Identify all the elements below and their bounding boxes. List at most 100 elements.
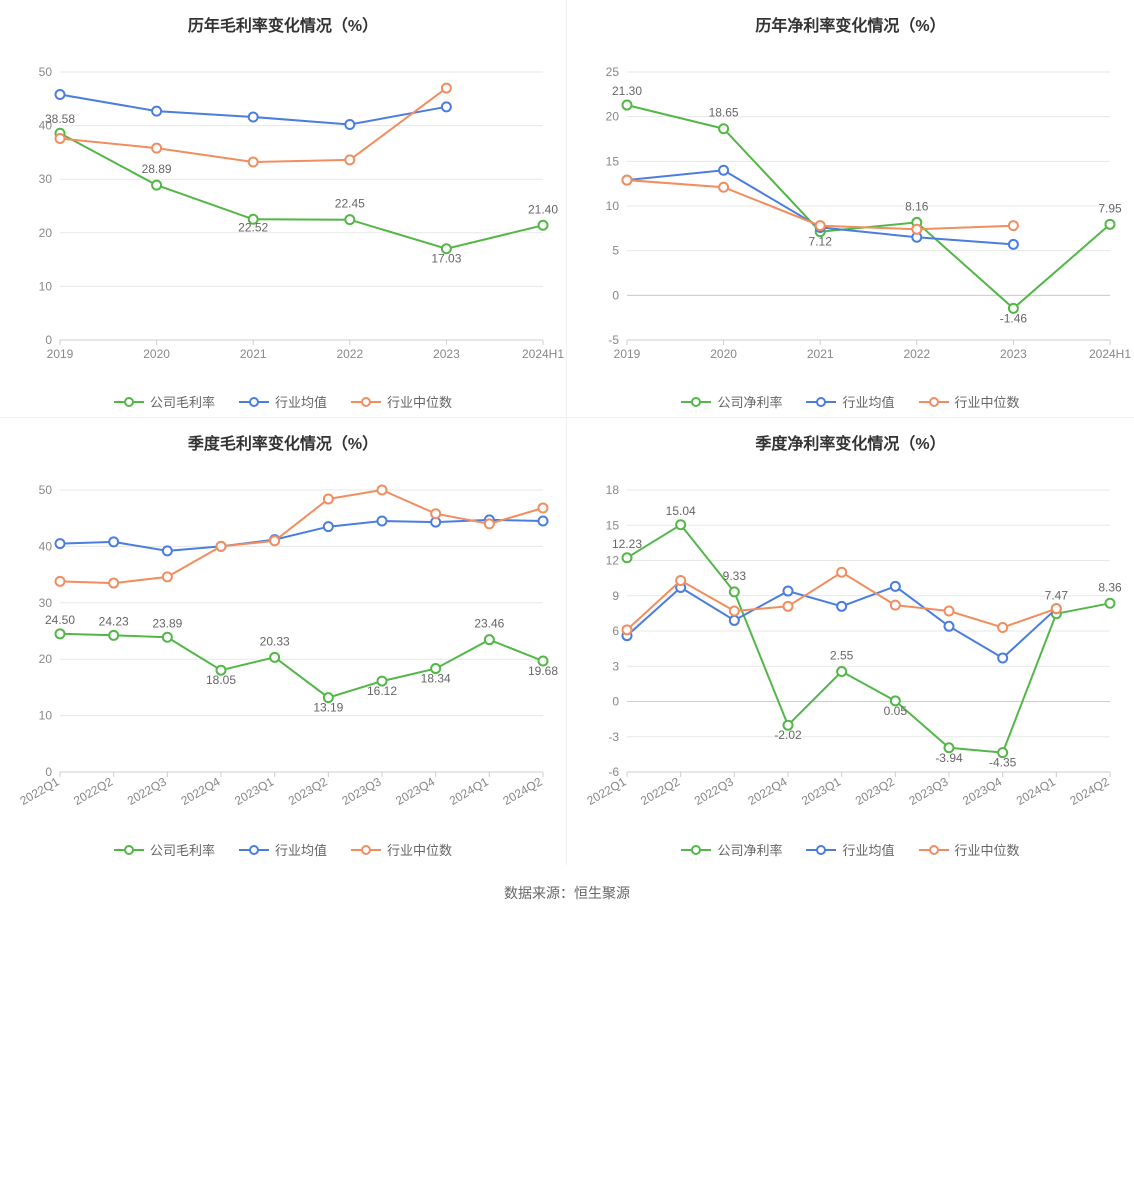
x-tick-label: 2022Q3 (125, 774, 169, 808)
data-point (324, 693, 333, 702)
point-label: 7.95 (1098, 201, 1122, 215)
x-tick-label: 2020 (710, 347, 737, 361)
series-line-company (60, 634, 543, 698)
data-point (784, 587, 793, 596)
legend: 公司毛利率行业均值行业中位数 (6, 392, 560, 411)
legend-label: 行业均值 (842, 392, 894, 411)
legend-item: 行业中位数 (919, 392, 1020, 411)
legend-swatch (351, 843, 381, 857)
x-tick-label: 2024Q1 (1014, 774, 1058, 808)
legend-item: 公司净利率 (681, 392, 782, 411)
x-tick-label: 2021 (807, 347, 834, 361)
panel-quarterly-gross: 季度毛利率变化情况（%） 010203040502022Q12022Q22022… (0, 418, 567, 865)
data-point (249, 215, 258, 224)
chart-grid: 历年毛利率变化情况（%） 010203040502019202020212022… (0, 0, 1134, 865)
data-point (784, 602, 793, 611)
data-point (623, 101, 632, 110)
legend-swatch (806, 395, 836, 409)
legend-swatch (681, 395, 711, 409)
legend-label: 行业中位数 (387, 840, 452, 859)
y-tick-label: 10 (39, 279, 53, 293)
x-tick-label: 2024Q1 (447, 774, 491, 808)
legend-item: 行业中位数 (351, 392, 452, 411)
panel-annual-net: 历年净利率变化情况（%） -50510152025201920202021202… (567, 0, 1134, 417)
y-tick-label: 5 (612, 244, 619, 258)
data-point (56, 577, 65, 586)
point-label: 8.36 (1098, 580, 1122, 594)
y-tick-label: 50 (39, 65, 53, 79)
legend-label: 行业中位数 (955, 840, 1020, 859)
point-label: 15.04 (666, 504, 696, 518)
x-tick-label: 2023 (433, 347, 460, 361)
x-tick-label: 2021 (240, 347, 267, 361)
data-point (816, 221, 825, 230)
data-point (719, 124, 728, 133)
data-point (152, 144, 161, 153)
data-point (945, 743, 954, 752)
point-label: 18.65 (709, 106, 739, 120)
panel-quarterly-net: 季度净利率变化情况（%） -6-303691215182022Q12022Q22… (567, 418, 1134, 865)
data-point (1009, 304, 1018, 313)
data-point (1009, 221, 1018, 230)
series-line-company (627, 105, 1110, 308)
data-point (730, 616, 739, 625)
data-point (891, 601, 900, 610)
legend-label: 公司毛利率 (150, 840, 215, 859)
data-point (109, 631, 118, 640)
data-point (1106, 220, 1115, 229)
data-point (56, 134, 65, 143)
y-tick-label: 30 (39, 172, 53, 186)
data-point (676, 520, 685, 529)
data-point (485, 635, 494, 644)
point-label: 24.50 (45, 613, 75, 627)
legend-swatch (919, 395, 949, 409)
legend-item: 公司净利率 (681, 840, 782, 859)
y-tick-label: 9 (612, 589, 619, 603)
chart-svg: -50510152025201920202021202220232024H121… (573, 42, 1128, 382)
chart-svg: 01020304050201920202021202220232024H138.… (6, 42, 561, 382)
y-tick-label: 3 (612, 659, 619, 673)
x-tick-label: 2023Q2 (286, 774, 330, 808)
data-point (345, 120, 354, 129)
y-tick-label: 10 (606, 199, 620, 213)
data-point (998, 623, 1007, 632)
x-tick-label: 2023Q1 (799, 774, 843, 808)
data-point (998, 654, 1007, 663)
legend-swatch (919, 843, 949, 857)
data-point (56, 90, 65, 99)
data-point (1052, 604, 1061, 613)
y-tick-label: 30 (39, 596, 53, 610)
data-point (998, 748, 1007, 757)
point-label: 23.46 (474, 617, 504, 631)
x-tick-label: 2022 (903, 347, 930, 361)
data-point (324, 495, 333, 504)
y-tick-label: 0 (612, 695, 619, 709)
y-tick-label: 10 (39, 709, 53, 723)
y-tick-label: 20 (39, 226, 53, 240)
y-tick-label: 15 (606, 154, 620, 168)
legend-label: 公司净利率 (717, 392, 782, 411)
series-line-company (627, 525, 1110, 753)
series-line-industry_median (60, 490, 543, 583)
legend-label: 行业均值 (275, 840, 327, 859)
legend-label: 行业均值 (842, 840, 894, 859)
chart-title: 历年净利率变化情况（%） (573, 12, 1128, 36)
chart-title: 历年毛利率变化情况（%） (6, 12, 560, 36)
legend-swatch (114, 395, 144, 409)
legend-swatch (806, 843, 836, 857)
data-point (163, 572, 172, 581)
data-point (270, 536, 279, 545)
legend-item: 行业中位数 (919, 840, 1020, 859)
data-point (945, 607, 954, 616)
chart-svg: -6-303691215182022Q12022Q22022Q32022Q420… (573, 460, 1128, 830)
data-source-label: 数据来源：恒生聚源 (0, 883, 1134, 903)
x-tick-label: 2024H1 (522, 347, 564, 361)
y-tick-label: 0 (45, 333, 52, 347)
point-label: 2.55 (830, 649, 854, 663)
data-point (431, 664, 440, 673)
data-point (945, 622, 954, 631)
legend-label: 行业均值 (275, 392, 327, 411)
series-line-company (60, 133, 543, 249)
data-point (676, 576, 685, 585)
y-tick-label: 40 (39, 539, 53, 553)
